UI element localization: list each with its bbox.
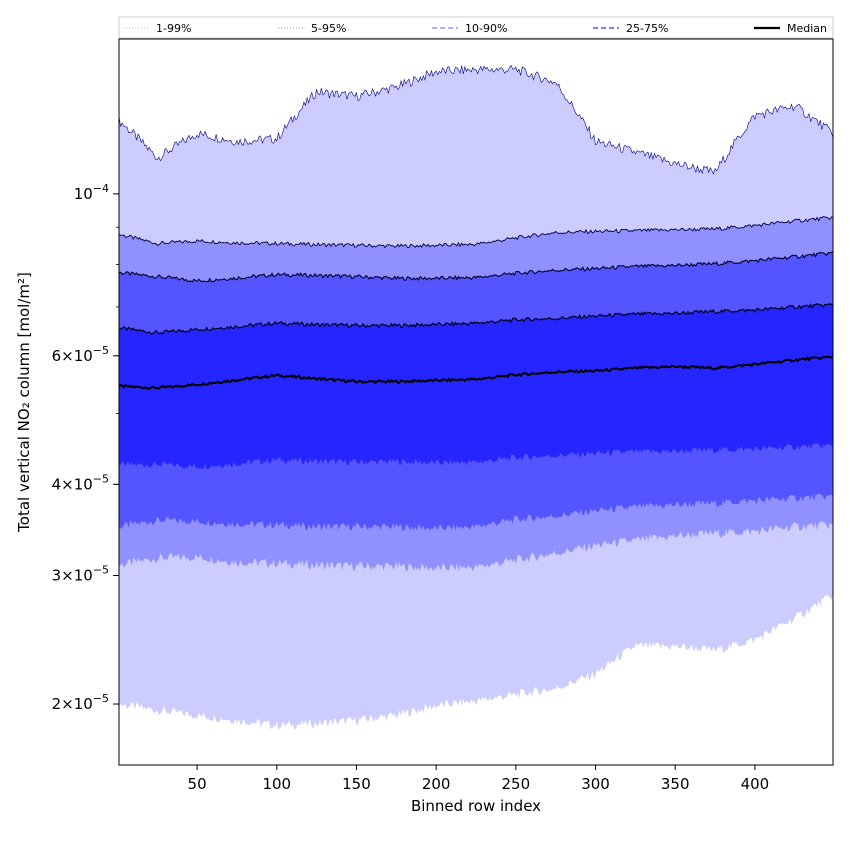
plot-frame: [118, 38, 834, 766]
x-tick-label: 300: [581, 775, 610, 793]
legend-label: 25-75%: [626, 22, 668, 35]
legend: 1-99% 5-95% 10-90% 25-75% Median: [118, 16, 834, 39]
y-tick-label: 10−4: [74, 182, 109, 203]
legend-label: 10-90%: [465, 22, 507, 35]
x-tick-label: 50: [188, 775, 207, 793]
y-tick-label: 3×10−5: [52, 563, 109, 584]
y-axis: 2×10−5 3×10−5 4×10−5 6×10−5 10−4: [52, 182, 119, 713]
x-tick-label: 200: [422, 775, 451, 793]
line-99: [118, 64, 834, 175]
x-tick-label: 350: [661, 775, 690, 793]
x-tick-label: 100: [262, 775, 291, 793]
legend-box: [118, 16, 834, 39]
x-tick-label: 150: [342, 775, 371, 793]
x-axis: 50 100 150 200 250 300 350 400: [188, 765, 770, 793]
line-75: [118, 303, 834, 335]
y-tick-label: 4×10−5: [52, 472, 109, 493]
line-95: [118, 216, 834, 249]
band-25-75: [119, 303, 833, 470]
median-line: [118, 355, 834, 390]
y-axis-label: Total vertical NO₂ column [mol/m²]: [15, 272, 33, 533]
line-90: [118, 251, 833, 283]
legend-label: Median: [787, 22, 827, 35]
plot-area: [118, 38, 834, 766]
y-tick-label: 6×10−5: [52, 344, 109, 365]
x-axis-label: Binned row index: [411, 797, 541, 815]
legend-label: 5-95%: [311, 22, 346, 35]
x-tick-label: 250: [502, 775, 531, 793]
y-tick-label: 2×10−5: [52, 692, 109, 713]
x-tick-label: 400: [741, 775, 770, 793]
legend-label: 1-99%: [156, 22, 191, 35]
